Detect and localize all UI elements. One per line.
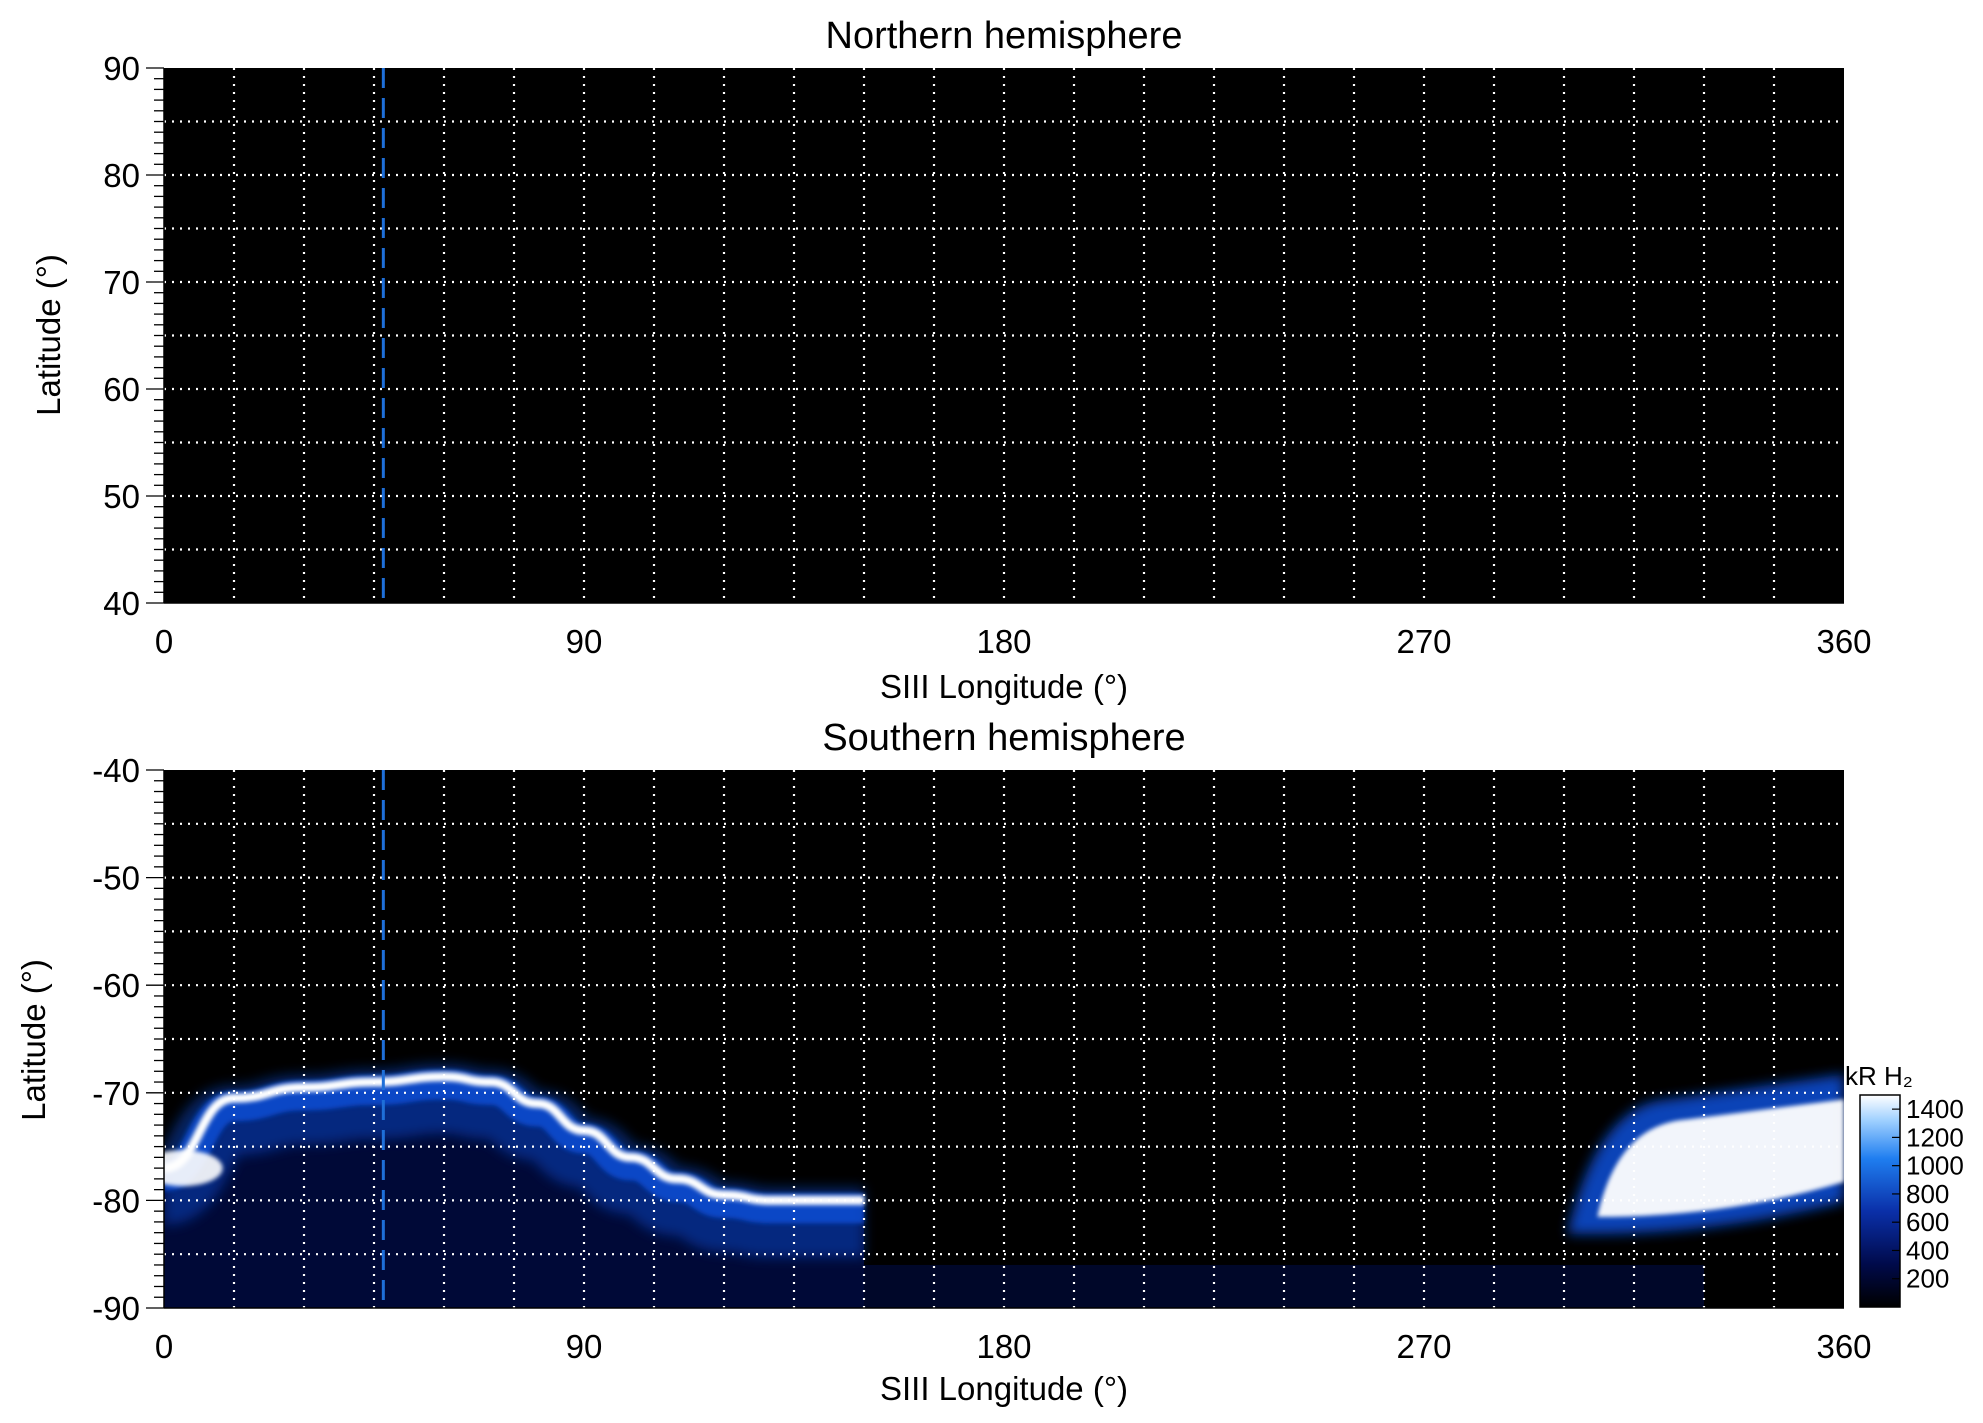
north-y-tick-label: 80 <box>103 157 140 194</box>
south-oval-band <box>164 1069 864 1224</box>
south-y-tick-label: -70 <box>92 1075 140 1112</box>
north-y-tick-label: 90 <box>103 50 140 87</box>
south-grid <box>164 770 1844 1308</box>
south-aurora-emission <box>164 1063 1844 1308</box>
north-grid <box>164 68 1844 603</box>
colorbar-scale <box>1859 1094 1901 1308</box>
south-y-tick-label: -90 <box>92 1290 140 1327</box>
south-y-tick-label: -50 <box>92 860 140 897</box>
north-y-tick-label: 50 <box>103 478 140 515</box>
colorbar-tick-label: 1000 <box>1906 1151 1964 1181</box>
south-y-axis: -90 -80 -70 -60 -50 -40 <box>92 752 165 1327</box>
north-y-tick-label: 60 <box>103 371 140 408</box>
south-left-edge-emission <box>164 1150 223 1187</box>
south-x-tick-label: 180 <box>976 1328 1031 1365</box>
south-x-tick-label: 360 <box>1816 1328 1871 1365</box>
colorbar-tick-label: 600 <box>1906 1207 1949 1237</box>
south-xlabel: SIII Longitude (°) <box>880 1370 1128 1407</box>
south-polar-faint-emission <box>864 1264 1704 1308</box>
north-x-tick-label: 360 <box>1816 623 1871 660</box>
south-y-tick-label: -40 <box>92 752 140 789</box>
south-y-tick-label: -80 <box>92 1182 140 1219</box>
north-panel: Northern hemisphere 40 50 60 70 80 90 0 90 180 2… <box>30 15 1872 705</box>
south-x-tick-label: 0 <box>155 1328 173 1365</box>
colorbar-tick-label: 1400 <box>1906 1094 1964 1124</box>
south-title: Southern hemisphere <box>822 717 1185 759</box>
north-x-tick-label: 180 <box>976 623 1031 660</box>
north-title: Northern hemisphere <box>826 15 1183 57</box>
north-x-tick-label: 0 <box>155 623 173 660</box>
colorbar-tick-label: 200 <box>1906 1264 1949 1294</box>
north-ylabel: Latitude (°) <box>30 254 67 416</box>
south-right-patch-core <box>1597 1099 1844 1217</box>
north-y-axis: 40 50 60 70 80 90 <box>103 50 165 622</box>
north-x-tick-label: 270 <box>1396 623 1451 660</box>
colorbar-tick-label: 400 <box>1906 1235 1949 1265</box>
north-xlabel: SIII Longitude (°) <box>880 668 1128 705</box>
north-y-tick-label: 40 <box>103 585 140 622</box>
north-y-tick-label: 70 <box>103 264 140 301</box>
colorbar-label: kR H₂ <box>1845 1061 1913 1091</box>
south-x-tick-label: 270 <box>1396 1328 1451 1365</box>
north-x-tick-label: 90 <box>566 623 603 660</box>
south-y-tick-label: -60 <box>92 967 140 1004</box>
south-ylabel: Latitude (°) <box>15 959 52 1121</box>
south-x-tick-label: 90 <box>566 1328 603 1365</box>
north-x-axis: 0 90 180 270 360 <box>155 602 1872 660</box>
south-panel: Southern hemisphere -90 -80 -70 -60 -50 -40 0… <box>15 717 1964 1407</box>
colorbar-tick-label: 1200 <box>1906 1122 1964 1152</box>
south-x-axis: 0 90 180 270 360 <box>155 1307 1872 1365</box>
south-oval-core <box>164 1072 864 1205</box>
colorbar-tick-label: 800 <box>1906 1179 1949 1209</box>
